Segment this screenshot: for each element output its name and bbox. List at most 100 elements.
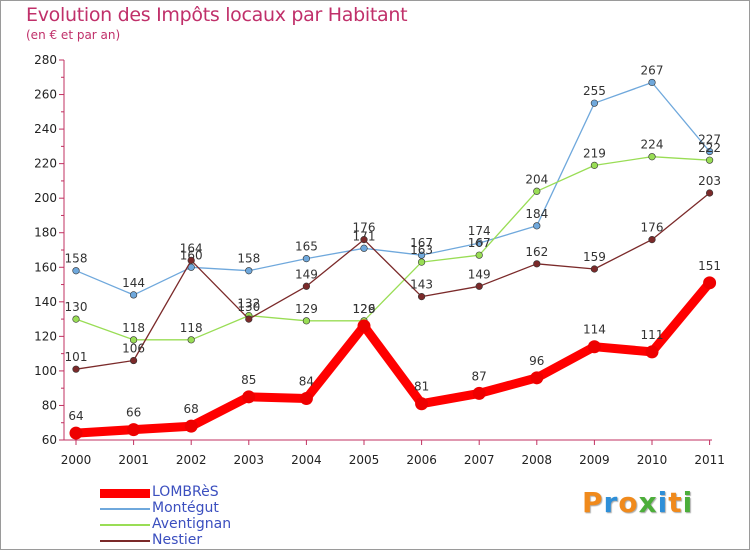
data-point-lombr-s <box>69 426 83 440</box>
data-label-nestier: 106 <box>122 342 145 356</box>
x-tick-label: 2004 <box>291 453 322 467</box>
data-point-mont-gut <box>418 251 426 259</box>
data-point-aventignan <box>533 187 541 195</box>
data-label-mont-gut: 160 <box>180 248 203 262</box>
data-label-mont-gut: 227 <box>698 133 721 147</box>
data-label-nestier: 176 <box>641 221 664 235</box>
data-point-lombr-s <box>530 371 544 385</box>
data-point-mont-gut <box>705 147 714 156</box>
data-label-mont-gut: 174 <box>468 224 491 238</box>
x-tick-label: 2011 <box>694 453 725 467</box>
data-label-nestier: 101 <box>65 350 88 364</box>
y-tick-label: 80 <box>42 398 57 412</box>
x-tick-label: 2003 <box>234 453 265 467</box>
data-point-lombr-s <box>703 276 717 290</box>
chart-subtitle: (en € et par an) <box>26 28 121 42</box>
series-line-lombr-s <box>71 278 715 438</box>
data-label-aventignan: 130 <box>65 300 88 314</box>
data-label-lombr-s: 68 <box>184 402 199 416</box>
data-point-mont-gut <box>360 244 368 252</box>
logo-letter: o <box>618 486 639 519</box>
data-label-mont-gut: 167 <box>410 236 433 250</box>
data-point-aventignan <box>302 317 311 325</box>
data-point-mont-gut <box>245 267 253 275</box>
series-line-aventignan <box>75 156 711 341</box>
data-point-lombr-s <box>415 397 429 411</box>
data-label-mont-gut: 158 <box>237 252 260 266</box>
legend-label-lombr-s: LOMBRèS <box>152 484 219 500</box>
data-point-nestier <box>72 365 80 373</box>
chart-title: Evolution des Impôts locaux par Habitant <box>26 4 408 26</box>
data-label-nestier: 143 <box>410 278 433 292</box>
y-tick-label: 160 <box>34 260 57 274</box>
data-label-nestier: 149 <box>295 267 318 281</box>
y-tick-label: 200 <box>34 191 57 205</box>
data-label-lombr-s: 66 <box>126 406 141 420</box>
logo-letter: x <box>638 486 658 519</box>
data-label-lombr-s: 114 <box>583 323 606 337</box>
x-tick-label: 2009 <box>579 453 610 467</box>
data-label-nestier: 162 <box>525 245 548 259</box>
data-point-aventignan <box>590 161 599 169</box>
x-tick-label: 2008 <box>522 453 553 467</box>
data-point-mont-gut <box>533 222 541 230</box>
data-label-mont-gut: 184 <box>525 207 548 221</box>
data-point-mont-gut <box>130 291 138 299</box>
x-tick-label: 2010 <box>637 453 668 467</box>
data-label-mont-gut: 165 <box>295 240 318 254</box>
data-label-lombr-s: 85 <box>241 373 256 387</box>
data-label-aventignan: 129 <box>295 302 318 316</box>
data-label-aventignan: 224 <box>641 138 664 152</box>
data-point-mont-gut <box>475 239 483 247</box>
logo-letter: r <box>603 486 619 519</box>
data-point-mont-gut <box>590 99 599 107</box>
data-point-lombr-s <box>587 340 601 354</box>
data-point-nestier <box>590 265 599 273</box>
data-point-aventignan <box>72 315 80 323</box>
data-point-lombr-s <box>127 423 141 437</box>
data-label-aventignan: 222 <box>698 141 721 155</box>
data-label-aventignan: 219 <box>583 146 606 160</box>
data-label-mont-gut: 144 <box>122 276 145 290</box>
data-label-aventignan: 163 <box>410 243 433 257</box>
y-tick-label: 240 <box>34 122 57 136</box>
data-point-nestier <box>648 236 656 244</box>
y-tick-label: 120 <box>34 329 57 343</box>
data-point-nestier <box>360 236 368 244</box>
data-label-mont-gut: 158 <box>65 252 88 266</box>
y-tick-label: 180 <box>34 226 57 240</box>
data-label-lombr-s: 111 <box>641 328 664 342</box>
legend-swatch-mont-gut <box>100 508 150 510</box>
data-point-lombr-s <box>184 419 198 433</box>
data-point-lombr-s <box>472 386 486 400</box>
y-tick-label: 140 <box>34 295 57 309</box>
series-line-nestier <box>75 192 711 370</box>
data-label-lombr-s: 81 <box>414 380 429 394</box>
data-point-aventignan <box>648 153 656 161</box>
data-point-aventignan <box>187 336 195 344</box>
logo-letter: i <box>657 486 669 519</box>
logo-letter: P <box>582 486 604 519</box>
data-point-mont-gut <box>648 78 656 87</box>
x-tick-label: 2007 <box>464 453 495 467</box>
series-line-mont-gut <box>75 81 711 296</box>
y-tick-label: 280 <box>34 53 57 67</box>
data-point-lombr-s <box>357 319 371 333</box>
proxiti-logo: Proxiti <box>582 486 693 519</box>
logo-letter: i <box>682 486 694 519</box>
data-label-aventignan: 132 <box>237 297 260 311</box>
y-tick-label: 60 <box>42 433 57 447</box>
data-point-nestier <box>475 282 483 290</box>
data-point-aventignan <box>130 336 138 344</box>
data-point-nestier <box>705 189 714 197</box>
data-label-aventignan: 167 <box>468 236 491 250</box>
data-point-nestier <box>533 260 541 268</box>
x-tick-label: 2005 <box>349 453 380 467</box>
data-label-mont-gut: 255 <box>583 84 606 98</box>
data-label-lombr-s: 64 <box>68 409 83 423</box>
data-point-nestier <box>245 315 253 323</box>
data-point-lombr-s <box>242 390 256 404</box>
data-label-aventignan: 129 <box>353 302 376 316</box>
data-point-nestier <box>130 356 138 365</box>
